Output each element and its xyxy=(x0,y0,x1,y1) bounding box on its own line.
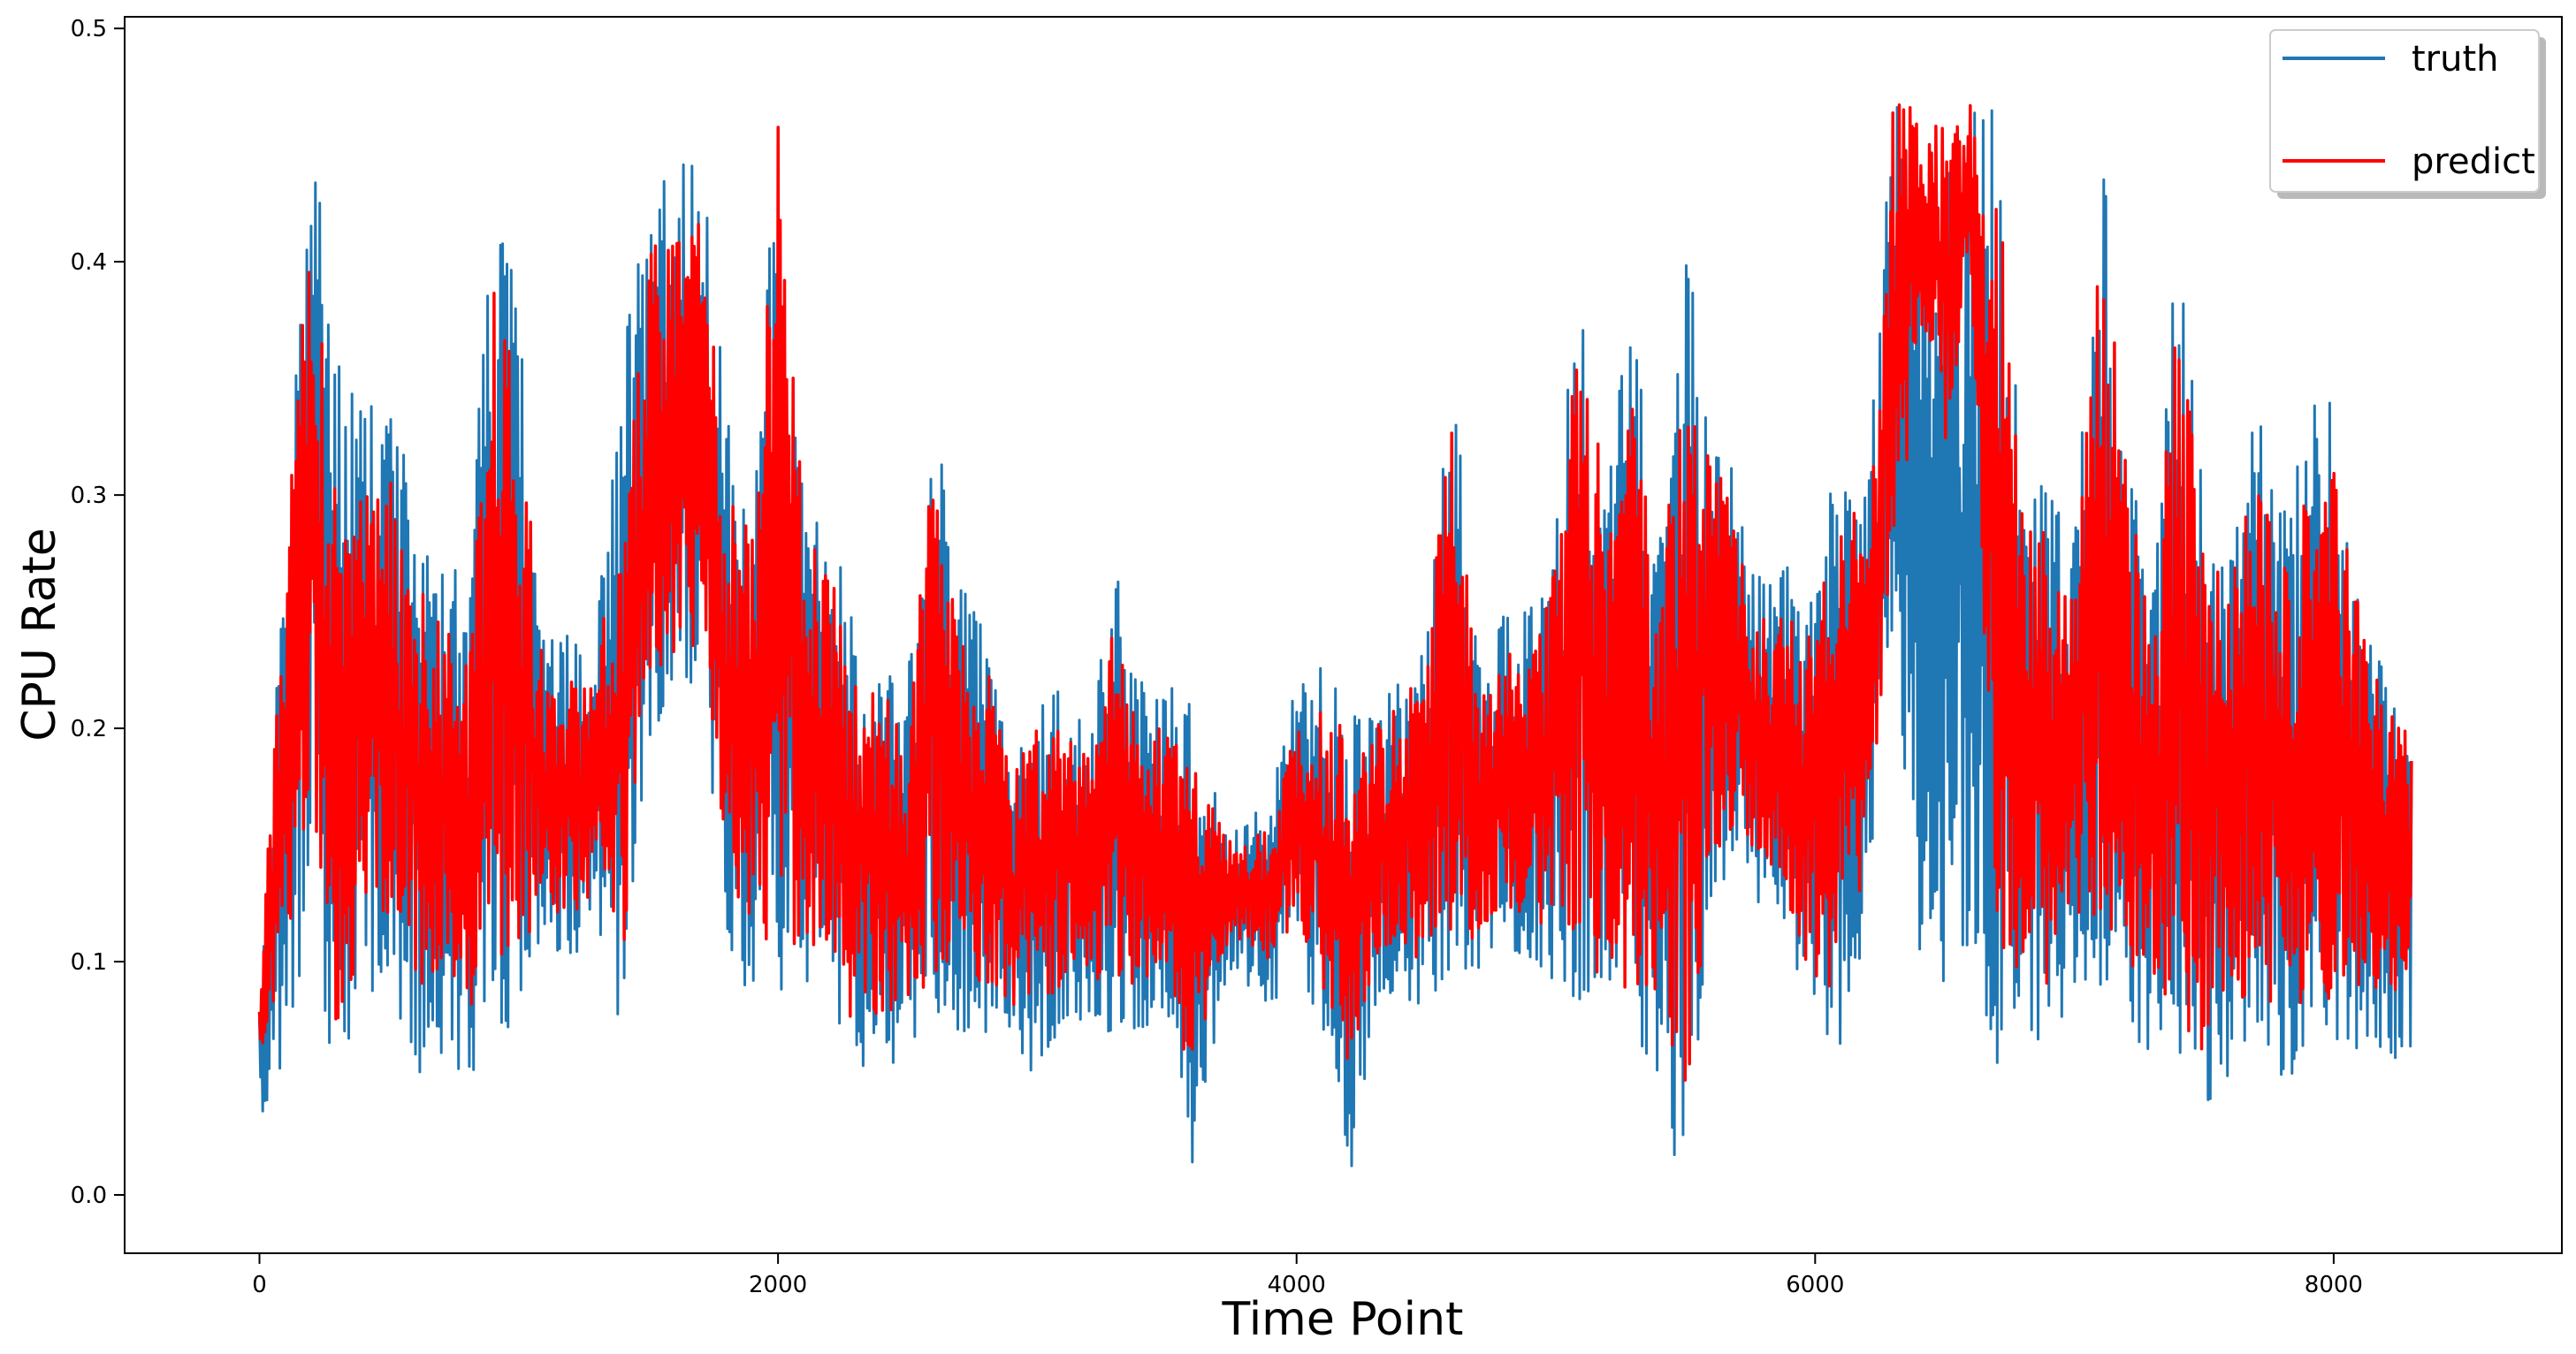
y-tick-label-2: 0.2 xyxy=(71,716,107,742)
y-tick-label-0: 0.0 xyxy=(71,1183,107,1209)
x-tick-label-2: 4000 xyxy=(1268,1272,1326,1298)
plot-area-frame xyxy=(124,16,2563,1254)
x-tick-label-3: 6000 xyxy=(1786,1272,1844,1298)
y-tick-label-1: 0.1 xyxy=(71,949,107,976)
y-tick-label-3: 0.3 xyxy=(71,483,107,509)
y-tick-label-5: 0.5 xyxy=(71,16,107,42)
y-axis-label: CPU Rate xyxy=(13,528,66,742)
series-layer xyxy=(257,103,2413,1168)
x-tick-label-0: 0 xyxy=(252,1272,267,1298)
legend-label-predict: predict xyxy=(2412,141,2535,182)
legend-box xyxy=(2269,29,2540,193)
x-tick-label-4: 8000 xyxy=(2305,1272,2363,1298)
legend-label-truth: truth xyxy=(2412,39,2499,80)
legend: truth predict xyxy=(2269,29,2546,199)
x-axis-label: Time Point xyxy=(1222,1293,1464,1346)
y-tick-label-4: 0.4 xyxy=(71,249,107,276)
x-tick-label-1: 2000 xyxy=(749,1272,807,1298)
series-line-predict xyxy=(257,103,2413,1082)
x-axis: 0 2000 4000 6000 8000 xyxy=(252,1253,2363,1298)
y-axis: 0.0 0.1 0.2 0.3 0.4 0.5 xyxy=(71,16,125,1209)
